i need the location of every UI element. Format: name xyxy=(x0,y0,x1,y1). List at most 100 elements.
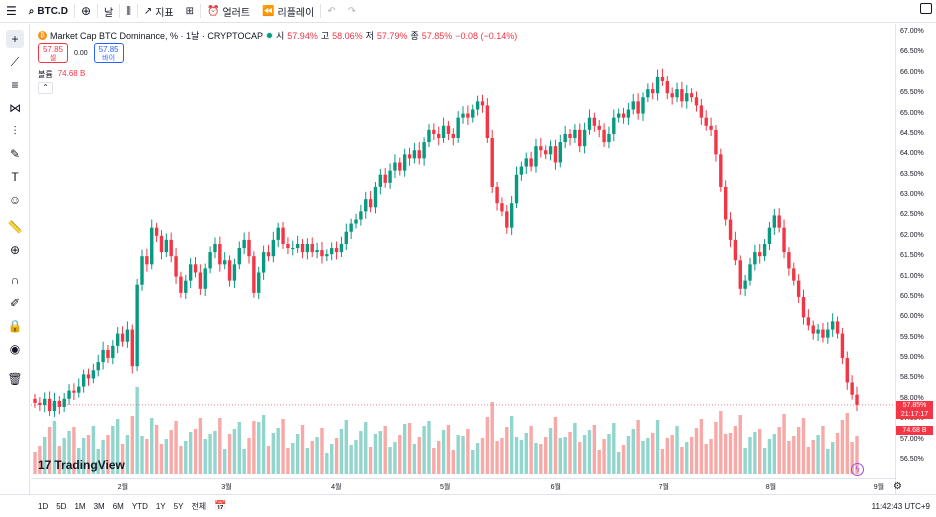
volume-bar xyxy=(261,415,266,474)
bar-countdown: 21:17:17 xyxy=(900,411,929,418)
eye-icon[interactable]: ◉ xyxy=(9,342,21,356)
date-range-icon[interactable]: 📅 xyxy=(214,500,227,512)
symbol-search[interactable]: ⌕ BTC.D xyxy=(23,0,74,23)
candle xyxy=(169,232,173,263)
magnet-icon[interactable]: ∩ xyxy=(10,273,20,287)
pattern-icon[interactable]: ⋈ xyxy=(9,101,21,115)
volume-bar xyxy=(417,437,421,474)
range-ytd[interactable]: YTD xyxy=(131,501,148,511)
sell-button[interactable]: 57.85 셀 xyxy=(38,43,68,63)
grid-icon: ⊞ xyxy=(185,5,194,17)
range-6m[interactable]: 6M xyxy=(112,501,124,511)
chart-pane[interactable]: 67.00% 66.50% 66.00% 65.50% 65.00% 64.50% 64.0… xyxy=(31,24,924,494)
volume-bar xyxy=(393,442,397,474)
volume-bar xyxy=(665,438,670,474)
range-3m[interactable]: 3M xyxy=(93,501,105,511)
lock-pencil-icon[interactable]: ✐ xyxy=(9,296,21,310)
candle-body xyxy=(709,125,713,130)
candle-body xyxy=(373,186,378,208)
candle-body xyxy=(169,239,173,257)
lightning-icon[interactable]: ϟ xyxy=(851,463,864,476)
candle xyxy=(641,92,645,121)
menu-button[interactable]: ☰ xyxy=(0,0,23,23)
range-all[interactable]: 전체 xyxy=(191,501,207,511)
range-1m[interactable]: 1M xyxy=(74,501,86,511)
volume-bar xyxy=(670,435,674,474)
range-1d[interactable]: 1D xyxy=(38,501,49,511)
candle-body xyxy=(811,325,815,334)
price-axis[interactable]: 67.00% 66.50% 66.00% 65.50% 65.00% 64.50% 64.0… xyxy=(895,24,936,494)
candle xyxy=(738,255,742,295)
volume-bar xyxy=(271,433,276,474)
volume-bar xyxy=(130,416,134,474)
candle xyxy=(466,105,470,125)
ruler-icon[interactable]: 📏 xyxy=(7,220,23,234)
tradingview-logo[interactable]: 17 TradingView xyxy=(38,458,125,472)
range-1y[interactable]: 1Y xyxy=(155,501,166,511)
interval-button[interactable]: 날 xyxy=(98,0,119,23)
volume-bar xyxy=(247,438,251,474)
candle-body xyxy=(475,101,480,110)
volume-bar xyxy=(203,439,207,474)
projection-icon[interactable]: ⫶ xyxy=(13,123,17,138)
candle-body xyxy=(587,117,592,130)
text-icon[interactable]: T xyxy=(11,170,19,184)
volume-bar xyxy=(407,423,412,474)
volume-bar xyxy=(237,422,241,474)
candle xyxy=(568,129,572,146)
chart-type-button[interactable]: ⫼ xyxy=(120,0,137,23)
volume-bar xyxy=(651,433,655,474)
undo-button[interactable]: ↶ xyxy=(321,0,341,23)
candle xyxy=(378,168,383,195)
clock[interactable]: 11:42:43 UTC+9 xyxy=(871,502,930,511)
trash-icon[interactable]: 🗑 xyxy=(7,372,23,386)
candle xyxy=(451,128,455,146)
trend-line-icon[interactable]: ⟋ xyxy=(10,54,20,69)
fib-retracement-icon[interactable]: ≡ xyxy=(11,78,19,92)
volume-bar xyxy=(193,429,198,474)
price-chart[interactable] xyxy=(31,24,895,478)
candle xyxy=(782,219,786,259)
volume-bar xyxy=(446,425,451,474)
layout-icon[interactable] xyxy=(920,3,932,14)
undo-icon: ↶ xyxy=(327,5,336,17)
redo-button[interactable]: ↷ xyxy=(342,0,362,23)
time-axis[interactable]: 2월 3월 4월 5월 6월 7월 8월 9월 xyxy=(31,478,895,494)
replay-button[interactable]: ⏪ 리플레이 xyxy=(256,0,320,23)
volume-bar xyxy=(529,426,533,474)
zoom-in-icon[interactable]: ⊕ xyxy=(9,243,21,257)
candle-body xyxy=(573,129,577,139)
candle xyxy=(544,145,548,160)
candle-body xyxy=(198,272,203,289)
compare-button[interactable]: ⊕ xyxy=(75,0,97,23)
candle-body xyxy=(636,101,640,114)
lock-icon[interactable]: 🔒 xyxy=(7,319,23,333)
volume-bar xyxy=(612,423,616,474)
legend-title[interactable]: Market Cap BTC Dominance, % · 1날 · CRYPT… xyxy=(50,31,264,41)
candle xyxy=(558,134,563,168)
candle-body xyxy=(247,239,251,257)
collapse-legend-button[interactable]: ⌃ xyxy=(38,82,53,94)
volume-bar xyxy=(188,432,193,474)
indicators-button[interactable]: ↗ 지표 xyxy=(138,0,180,23)
last-price: 57.85% xyxy=(902,402,927,409)
volume-bar xyxy=(67,431,71,474)
brush-icon[interactable]: ✎ xyxy=(9,147,21,161)
templates-button[interactable]: ⊞ xyxy=(180,0,200,23)
alert-button[interactable]: ⏰ 얼러트 xyxy=(201,0,256,23)
buy-button[interactable]: 57.85 바이 xyxy=(93,43,124,63)
volume-bar xyxy=(840,420,845,474)
settings-icon[interactable]: ⚙ xyxy=(893,481,902,492)
crosshair-icon[interactable]: + xyxy=(6,30,24,48)
volume-bar xyxy=(738,415,742,474)
volume-bar xyxy=(174,421,178,474)
range-5y[interactable]: 5Y xyxy=(173,501,184,511)
volume-bar xyxy=(689,437,694,474)
range-5d[interactable]: 5D xyxy=(56,501,67,511)
emoji-icon[interactable]: ☺ xyxy=(8,193,22,207)
candle-body xyxy=(329,248,334,255)
candle-body xyxy=(519,166,524,175)
candle xyxy=(247,231,251,264)
candle-body xyxy=(685,93,689,102)
volume-bar xyxy=(471,450,475,474)
